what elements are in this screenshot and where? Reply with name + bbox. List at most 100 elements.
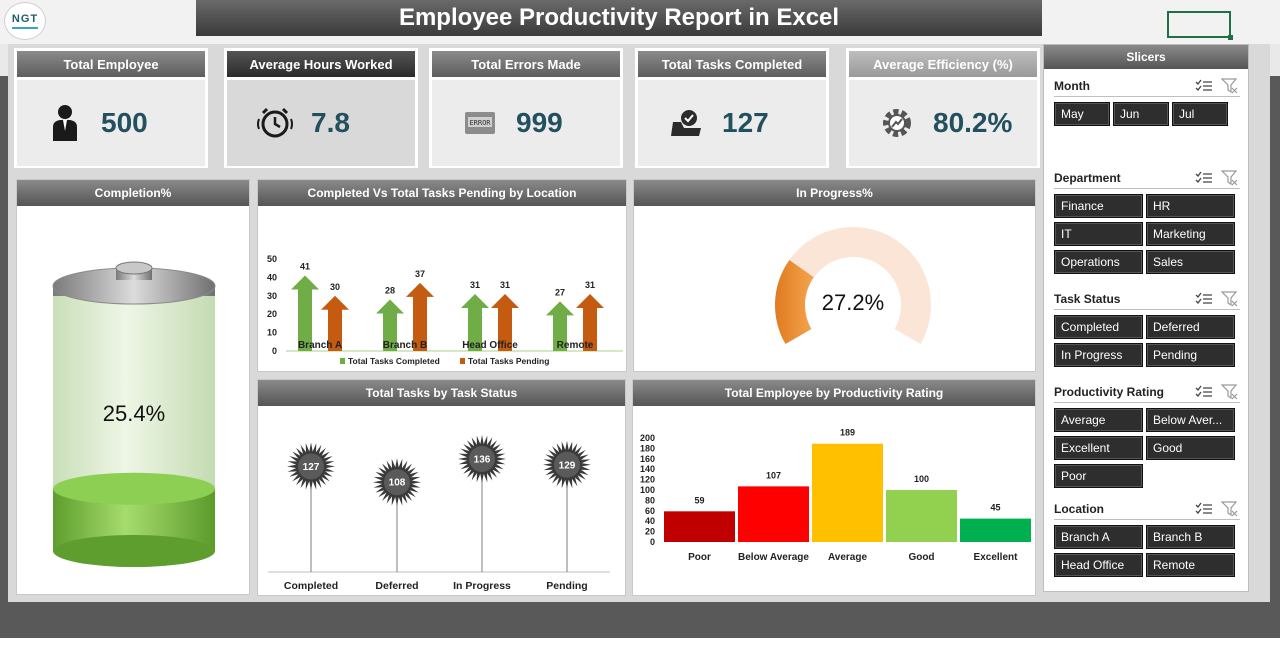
battery-terminal-top bbox=[115, 261, 153, 275]
bar bbox=[886, 490, 957, 542]
data-label: 189 bbox=[840, 428, 855, 438]
slicer-button[interactable]: In Progress bbox=[1054, 343, 1143, 367]
kpi-label: Average Hours Worked bbox=[227, 51, 415, 77]
category-label: Head Office bbox=[462, 340, 518, 351]
clear-filter-icon[interactable] bbox=[1220, 77, 1240, 94]
y-tick-label: 80 bbox=[645, 495, 655, 505]
task-status-chart: 127 Completed 108 Deferred 136 In Progress 129… bbox=[268, 435, 610, 592]
battery-fill-top bbox=[53, 472, 215, 505]
y-tick-label: 20 bbox=[645, 527, 655, 537]
y-tick-label: 100 bbox=[640, 485, 655, 495]
clear-filter-icon[interactable] bbox=[1220, 383, 1240, 400]
completion-title: Completion% bbox=[17, 180, 249, 206]
slicer-button[interactable]: Good bbox=[1146, 436, 1235, 460]
inprogress-value: 27.2% bbox=[822, 290, 884, 315]
company-logo: NGT bbox=[4, 2, 46, 40]
data-label: 100 bbox=[914, 474, 929, 484]
starburst-center bbox=[384, 469, 410, 496]
employee-icon bbox=[39, 98, 91, 148]
category-label: Branch A bbox=[298, 340, 342, 351]
data-label: 30 bbox=[330, 282, 340, 292]
svg-text:ERROR: ERROR bbox=[469, 119, 491, 127]
slicer-button[interactable]: IT bbox=[1054, 222, 1143, 246]
multi-select-icon[interactable] bbox=[1194, 170, 1214, 186]
category-label: In Progress bbox=[453, 580, 511, 592]
category-label: Deferred bbox=[375, 580, 418, 592]
slicer-button[interactable]: Below Aver... bbox=[1146, 408, 1235, 432]
report-title: Employee Productivity Report in Excel bbox=[398, 4, 840, 31]
slicer-button[interactable]: Remote bbox=[1146, 553, 1235, 577]
slicer-button[interactable]: Pending bbox=[1146, 343, 1235, 367]
slicer-button[interactable]: Finance bbox=[1054, 194, 1143, 218]
selected-cell[interactable] bbox=[1167, 11, 1233, 40]
category-label: Remote bbox=[557, 340, 594, 351]
data-label: 129 bbox=[559, 460, 576, 471]
arrow-bar-completed bbox=[376, 299, 404, 351]
y-tick-label: 160 bbox=[640, 454, 655, 464]
clear-filter-icon[interactable] bbox=[1220, 290, 1240, 307]
completion-card[interactable]: Completion% bbox=[16, 179, 250, 595]
tasks-completed-icon bbox=[660, 98, 712, 148]
arrow-bar-pending bbox=[321, 295, 349, 351]
kpi-total-employee[interactable]: Total Employee 500 bbox=[14, 48, 208, 168]
slicers-title: Slicers bbox=[1044, 45, 1248, 69]
slicer-title: Productivity Rating bbox=[1054, 384, 1165, 399]
efficiency-gear-icon bbox=[871, 98, 923, 148]
kpi-label: Total Tasks Completed bbox=[638, 51, 826, 77]
slicer-button[interactable]: Operations bbox=[1054, 250, 1143, 274]
completion-value: 25.4% bbox=[103, 401, 165, 426]
slicer-header: Month bbox=[1054, 75, 1240, 97]
location-chart-card[interactable]: Completed Vs Total Tasks Pending by Loca… bbox=[257, 179, 627, 372]
arrow-bar-pending bbox=[576, 293, 604, 351]
bar bbox=[738, 486, 809, 542]
slicer-button[interactable]: Jun bbox=[1113, 102, 1169, 126]
inprogress-card[interactable]: In Progress% 27.2% bbox=[633, 179, 1036, 372]
multi-select-icon[interactable] bbox=[1194, 384, 1214, 400]
clear-filter-icon[interactable] bbox=[1220, 500, 1240, 517]
legend-swatch bbox=[460, 358, 465, 364]
y-tick-label: 50 bbox=[267, 254, 277, 264]
data-label: 27 bbox=[555, 287, 565, 297]
starburst-center bbox=[554, 451, 580, 478]
slicer-button[interactable]: Sales bbox=[1146, 250, 1235, 274]
arrow-bar-completed bbox=[291, 275, 319, 351]
data-label: 37 bbox=[415, 269, 425, 279]
task-status-card[interactable]: Total Tasks by Task Status 127 Completed 1… bbox=[257, 379, 626, 596]
clear-filter-icon[interactable] bbox=[1220, 169, 1240, 186]
slicer-button[interactable]: Completed bbox=[1054, 315, 1143, 339]
multi-select-icon[interactable] bbox=[1194, 78, 1214, 94]
data-label: 31 bbox=[585, 280, 595, 290]
category-label: Below Average bbox=[738, 552, 809, 563]
slicer-button[interactable]: Head Office bbox=[1054, 553, 1143, 577]
slicer-button[interactable]: Branch B bbox=[1146, 525, 1235, 549]
kpi-tasks-completed[interactable]: Total Tasks Completed 127 bbox=[635, 48, 829, 168]
kpi-total-errors[interactable]: Total Errors Made ERROR 999 bbox=[429, 48, 623, 168]
multi-select-icon[interactable] bbox=[1194, 501, 1214, 517]
multi-select-icon[interactable] bbox=[1194, 291, 1214, 307]
slicer-button[interactable]: HR bbox=[1146, 194, 1235, 218]
logo-underline bbox=[12, 27, 38, 29]
slicer-button[interactable]: Excellent bbox=[1054, 436, 1143, 460]
slicer-button[interactable]: Branch A bbox=[1054, 525, 1143, 549]
data-label: 107 bbox=[766, 470, 781, 480]
battery-chart: 25.4% bbox=[52, 261, 216, 567]
kpi-value: 127 bbox=[722, 107, 769, 138]
slicer-button[interactable]: Deferred bbox=[1146, 315, 1235, 339]
slicer-button[interactable]: Jul bbox=[1172, 102, 1228, 126]
kpi-average-hours[interactable]: Average Hours Worked 7.8 bbox=[224, 48, 418, 168]
kpi-label: Average Efficiency (%) bbox=[849, 51, 1037, 77]
location-chart-title: Completed Vs Total Tasks Pending by Loca… bbox=[258, 180, 626, 206]
y-tick-label: 200 bbox=[640, 433, 655, 443]
slicer-title: Month bbox=[1054, 78, 1090, 93]
kpi-value: 7.8 bbox=[311, 107, 350, 138]
slicer-task-status: Task Status Completed Deferred In Progress P… bbox=[1054, 288, 1240, 367]
y-tick-label: 40 bbox=[267, 272, 277, 282]
category-label: Excellent bbox=[974, 552, 1019, 563]
slicer-button[interactable]: May bbox=[1054, 102, 1110, 126]
kpi-average-efficiency[interactable]: Average Efficiency (%) 80.2% bbox=[846, 48, 1040, 168]
slicer-button[interactable]: Average bbox=[1054, 408, 1143, 432]
category-label: Completed bbox=[284, 580, 338, 592]
slicer-button[interactable]: Marketing bbox=[1146, 222, 1235, 246]
slicer-button[interactable]: Poor bbox=[1054, 464, 1143, 488]
